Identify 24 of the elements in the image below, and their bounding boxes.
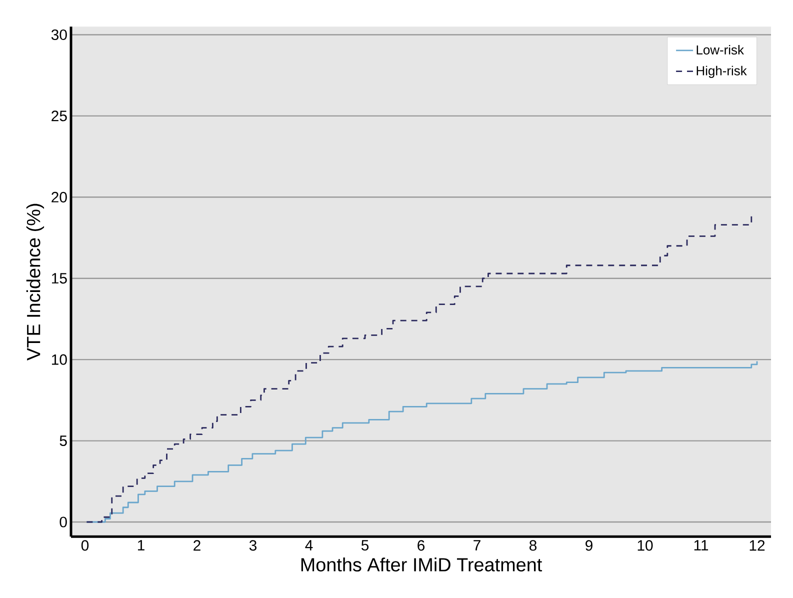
y-tick-label: 0	[60, 516, 67, 528]
y-tick-label: 30	[51, 29, 67, 40]
x-axis-title: Months After IMiD Treatment	[301, 558, 542, 572]
y-axis-title: VTE Incidence (%)	[26, 204, 44, 360]
x-tick-label: 3	[249, 540, 256, 551]
x-tick-label: 4	[305, 540, 313, 550]
x-tick-label: 2	[194, 540, 200, 551]
legend-label: High-risk	[696, 66, 747, 78]
x-tick-label: 12	[750, 540, 765, 551]
legend-label: Low-risk	[696, 44, 744, 54]
x-tick-label: 7	[474, 540, 480, 550]
x-tick-label: 11	[694, 540, 708, 550]
y-tick-label: 15	[52, 273, 67, 284]
x-tick-label: 5	[361, 540, 369, 551]
x-tick-label: 0	[81, 540, 89, 551]
x-tick-label: 1	[138, 540, 144, 550]
x-tick-label: 10	[638, 540, 653, 551]
y-tick-label: 25	[52, 110, 67, 122]
y-tick-label: 10	[52, 354, 67, 365]
y-tick-label: 20	[52, 192, 67, 202]
x-tick-label: 9	[586, 540, 592, 551]
x-tick-label: 8	[530, 540, 537, 551]
y-tick-label: 5	[60, 436, 67, 446]
x-tick-label: 6	[418, 540, 425, 551]
